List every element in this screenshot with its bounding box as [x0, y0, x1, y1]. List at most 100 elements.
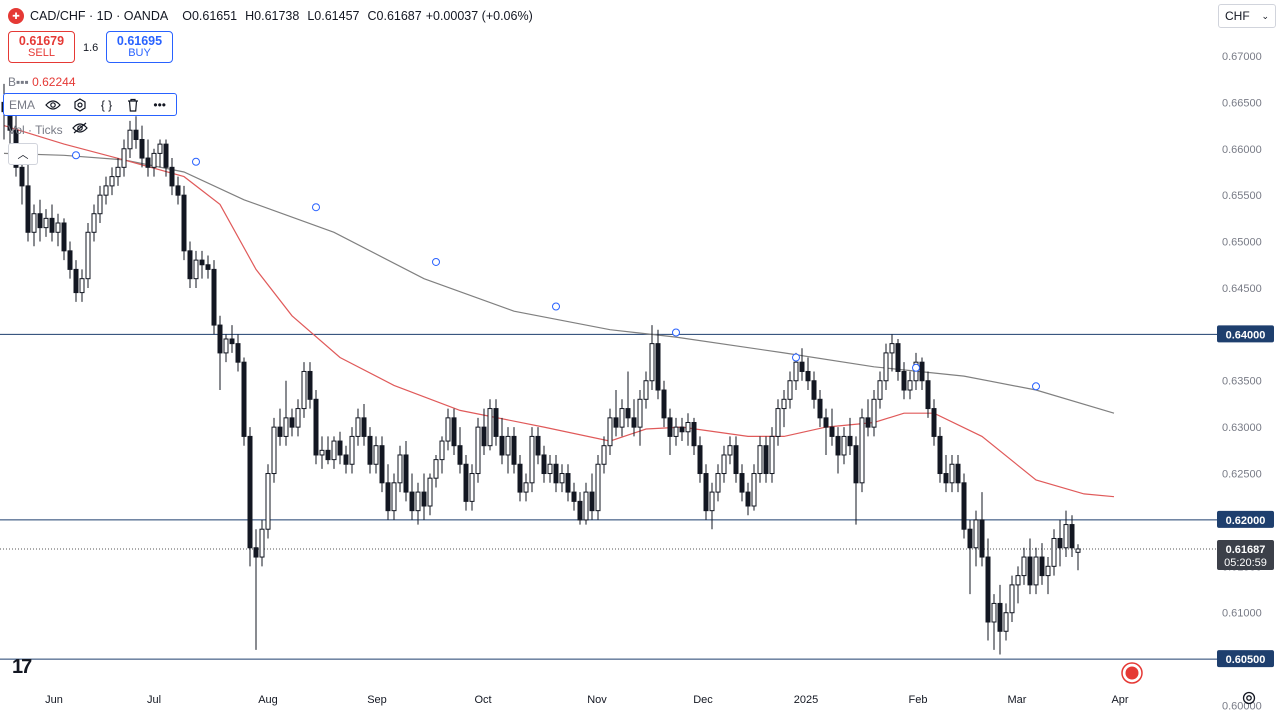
candle — [205, 255, 211, 279]
gear-icon[interactable] — [1240, 689, 1258, 707]
candle-body — [559, 473, 565, 484]
sell-button[interactable]: 0.61679 SELL — [8, 31, 75, 63]
candle — [73, 260, 79, 302]
candle-body — [451, 417, 457, 447]
candle — [799, 348, 805, 381]
buy-price: 0.61695 — [116, 34, 163, 48]
candle — [649, 325, 655, 391]
candle — [577, 492, 583, 525]
candle — [1057, 519, 1063, 567]
candle — [613, 390, 619, 437]
candle — [355, 408, 361, 446]
candle-body — [607, 417, 613, 447]
candle-body — [595, 463, 601, 512]
candle — [601, 436, 607, 474]
symbol-title[interactable]: CAD/CHF · 1D · OANDA — [30, 9, 169, 23]
collapse-legend-button[interactable]: ︿ — [8, 143, 38, 165]
candle — [721, 445, 727, 483]
candle-body — [631, 417, 637, 428]
currency-selector[interactable]: CHF ⌄ — [1218, 4, 1276, 28]
candle-body — [367, 435, 373, 465]
settings-icon[interactable] — [70, 96, 91, 114]
candle-body — [751, 473, 757, 507]
ema-marker — [192, 157, 200, 166]
candle-body — [859, 417, 865, 484]
candle — [391, 473, 397, 520]
candle-body — [853, 445, 859, 484]
candle-body — [967, 528, 973, 549]
buy-label: BUY — [128, 47, 151, 59]
time-tick-label: Sep — [367, 694, 387, 706]
candle — [787, 371, 793, 409]
candle — [1039, 543, 1045, 585]
candle — [517, 454, 523, 502]
ema-markers-layer — [72, 151, 1040, 391]
price-tick-label: 0.63500 — [1222, 376, 1262, 388]
trash-icon[interactable] — [123, 96, 144, 114]
candle-body — [517, 463, 523, 493]
candle-body — [547, 463, 553, 475]
candle — [805, 357, 811, 391]
candle-body — [655, 343, 661, 391]
candle-body — [1051, 537, 1057, 567]
time-tick-label: Jun — [45, 694, 63, 706]
level-badge-bg — [1217, 325, 1274, 343]
candle — [25, 158, 31, 242]
candle — [133, 116, 139, 149]
candle-body — [805, 370, 811, 382]
candle — [289, 408, 295, 437]
high-value: 0.61738 — [254, 9, 300, 23]
candle — [337, 431, 343, 465]
candle-body — [709, 491, 715, 512]
candle — [919, 357, 925, 391]
candle-body — [193, 259, 199, 280]
candle-body — [865, 417, 871, 428]
event-flag-dot — [1125, 666, 1139, 680]
candle-body — [19, 166, 25, 187]
candle-body — [715, 473, 721, 493]
candle — [583, 482, 589, 525]
candle-body — [733, 445, 739, 475]
candle-body — [955, 463, 961, 484]
candle-body — [523, 482, 529, 493]
ema-marker — [1032, 382, 1040, 391]
candle-body — [871, 398, 877, 428]
level-badge-label: 0.60500 — [1226, 654, 1266, 666]
candle-body — [475, 426, 481, 475]
candle — [253, 529, 259, 650]
candle-body — [355, 417, 361, 437]
candle — [247, 427, 253, 567]
candle — [229, 325, 235, 353]
candle-body — [37, 213, 43, 229]
candle — [67, 241, 73, 279]
candle — [79, 269, 85, 302]
tradingview-logo-icon[interactable]: 17 — [12, 656, 32, 678]
candle — [271, 417, 277, 483]
candle-body — [1027, 556, 1033, 586]
candle-body — [265, 473, 271, 530]
candle — [1021, 547, 1027, 585]
candle — [307, 362, 313, 409]
buy-button[interactable]: 0.61695 BUY — [106, 31, 173, 63]
ema-indicator-toolbar[interactable]: EMA { } ••• — [3, 93, 177, 116]
more-icon[interactable]: ••• — [153, 97, 166, 112]
eye-icon[interactable] — [43, 96, 64, 114]
candle — [85, 223, 91, 288]
candle — [883, 343, 889, 391]
candle-body — [97, 194, 103, 215]
candle-body — [667, 417, 673, 437]
candle-body — [139, 138, 145, 159]
candle — [397, 445, 403, 493]
source-code-icon[interactable]: { } — [100, 97, 113, 112]
candle-body — [169, 166, 175, 187]
candle — [889, 334, 895, 372]
eye-off-icon[interactable] — [72, 122, 88, 137]
candle — [673, 417, 679, 446]
ema-marker — [432, 257, 440, 266]
candle-body — [793, 361, 799, 382]
candle — [481, 408, 487, 455]
countdown-label: 05:20:59 — [1224, 557, 1267, 569]
candle — [145, 139, 151, 177]
candle — [811, 371, 817, 409]
